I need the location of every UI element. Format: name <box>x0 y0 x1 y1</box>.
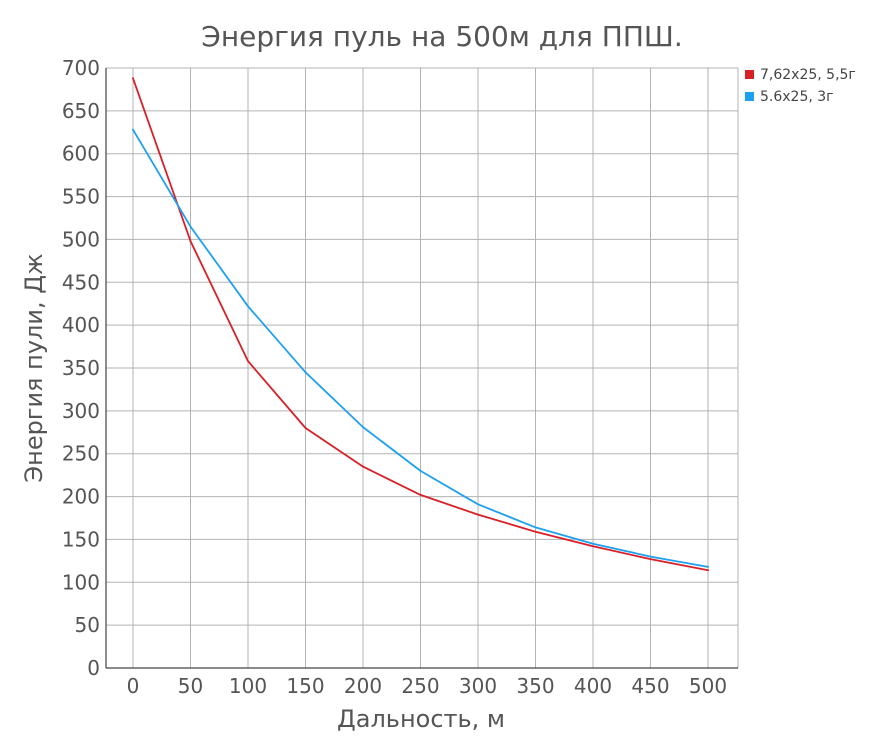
y-tick-label: 100 <box>62 570 100 594</box>
y-tick-label: 600 <box>62 142 100 166</box>
series-1-point <box>477 513 479 516</box>
y-tick-label: 700 <box>62 56 100 80</box>
x-tick-label: 150 <box>286 674 324 698</box>
x-axis-ticks: 0 50 100 150 200 250 300 350 400 450 500 <box>127 674 727 698</box>
legend-swatch-2 <box>745 92 754 101</box>
y-axis-ticks: 0 50 100 150 200 250 300 350 400 450 500 550 600 650 7… <box>62 56 100 680</box>
series-2-point <box>304 371 307 374</box>
series-2-point <box>534 526 537 529</box>
y-tick-label: 450 <box>62 270 100 294</box>
series-2-point <box>649 555 652 558</box>
y-tick-label: 550 <box>62 185 100 209</box>
legend: 7,62x25, 5,5г 5.6x25, 3г <box>745 67 856 105</box>
series-1-point <box>649 558 652 561</box>
y-tick-label: 300 <box>62 399 100 423</box>
series-2-point <box>362 426 364 429</box>
series-1-point <box>189 240 192 243</box>
x-tick-label: 250 <box>401 674 439 698</box>
x-tick-label: 300 <box>459 674 497 698</box>
series-1-point <box>707 569 709 572</box>
x-tick-label: 500 <box>689 674 727 698</box>
x-tick-label: 400 <box>574 674 612 698</box>
series-2-point <box>247 305 249 308</box>
series-1-point <box>304 427 307 429</box>
y-tick-label: 250 <box>62 442 100 466</box>
series-1-point <box>419 493 422 496</box>
x-tick-label: 0 <box>127 674 140 698</box>
x-tick-label: 200 <box>344 674 382 698</box>
series-1-point <box>247 360 249 363</box>
legend-swatch-1 <box>745 70 754 79</box>
x-tick-label: 350 <box>516 674 554 698</box>
y-tick-label: 500 <box>62 227 100 251</box>
y-tick-label: 350 <box>62 356 100 380</box>
y-tick-label: 50 <box>75 613 100 637</box>
y-tick-label: 400 <box>62 313 100 337</box>
x-tick-label: 100 <box>229 674 267 698</box>
series-lines <box>132 77 709 572</box>
series-1-point <box>362 465 364 468</box>
series-2-point <box>477 503 479 506</box>
series-2-point <box>707 565 709 568</box>
y-tick-label: 650 <box>62 99 100 123</box>
grid <box>106 67 739 668</box>
series-2-point <box>419 469 422 472</box>
series-1-point <box>132 77 134 80</box>
legend-label-1: 7,62x25, 5,5г <box>760 67 856 83</box>
x-tick-label: 450 <box>631 674 669 698</box>
y-axis-label: Энергия пули, Дж <box>20 253 48 482</box>
axes <box>105 68 738 669</box>
series-2-point <box>132 128 134 131</box>
series-1-point <box>534 530 537 533</box>
legend-label-2: 5.6x25, 3г <box>760 89 834 105</box>
x-tick-label: 50 <box>178 674 203 698</box>
y-tick-label: 0 <box>87 656 100 680</box>
series-2-point <box>189 225 192 228</box>
series-1-point <box>592 545 594 548</box>
y-tick-label: 200 <box>62 485 100 509</box>
y-tick-label: 150 <box>62 527 100 551</box>
x-axis-label: Дальность, м <box>337 705 505 733</box>
chart-title: Энергия пуль на 500м для ППШ. <box>201 20 682 53</box>
series-2-point <box>592 542 594 545</box>
